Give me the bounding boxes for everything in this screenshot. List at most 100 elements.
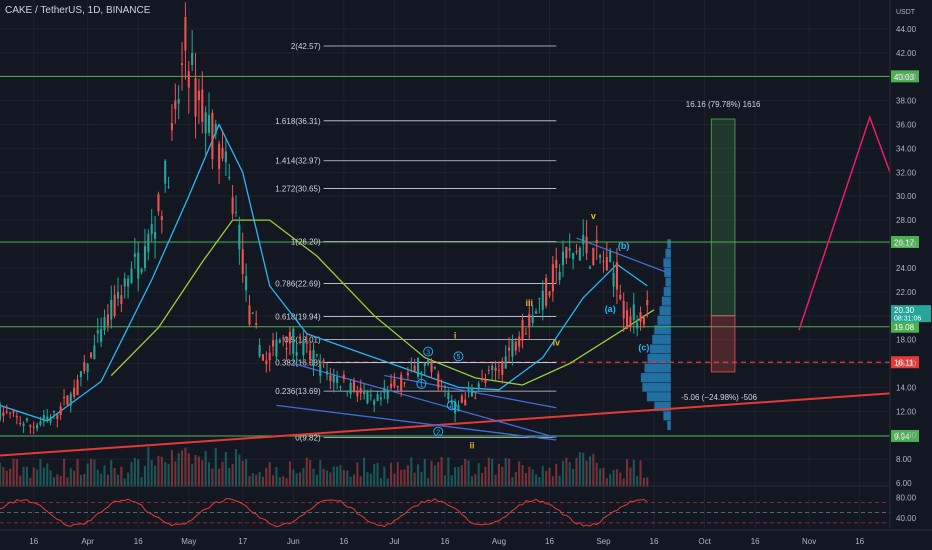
volume-bar — [504, 458, 507, 487]
candle-body — [541, 290, 544, 310]
candle-body — [494, 367, 497, 371]
candle-body — [123, 278, 126, 287]
time-tick-label: 17 — [238, 537, 247, 546]
volume-bar — [568, 462, 571, 487]
wave-label: iii — [526, 298, 534, 308]
candle-body — [329, 375, 332, 381]
candle-body — [575, 251, 578, 253]
wave-circle — [416, 378, 427, 389]
price-tick-label: 18.00 — [896, 336, 917, 345]
candle-body — [147, 233, 150, 252]
candle-body — [59, 406, 62, 416]
volume-bar — [534, 474, 538, 487]
volume-bar — [342, 470, 345, 487]
wave-label: 2 — [436, 429, 440, 436]
volume-bar — [312, 468, 315, 487]
candle-body — [295, 352, 298, 356]
candle-body — [197, 90, 200, 101]
candle-body — [93, 345, 96, 360]
candle-body — [497, 369, 500, 371]
candle-body — [22, 423, 25, 426]
candle-body — [332, 374, 335, 383]
volume-bar — [224, 451, 227, 487]
trend-line — [576, 237, 672, 275]
candle-body — [460, 395, 463, 403]
candle-body — [130, 268, 133, 283]
time-tick-label: Nov — [802, 537, 816, 546]
candle-body — [228, 176, 231, 179]
candle-body — [133, 253, 136, 257]
candle-body — [2, 412, 5, 416]
volume-bar — [642, 477, 645, 487]
candle-body — [15, 416, 18, 418]
candle-body — [359, 387, 362, 394]
volume-bar — [255, 474, 258, 487]
volume-bar — [396, 461, 399, 487]
candle-body — [615, 262, 618, 290]
volume-bar — [551, 476, 554, 487]
candle-body — [508, 347, 511, 351]
volume-bar — [538, 477, 541, 487]
candle-body — [477, 383, 480, 390]
volume-bar — [164, 462, 167, 487]
candle-body — [386, 391, 389, 400]
volume-bar — [261, 476, 264, 487]
candle-body — [288, 331, 291, 344]
candle-body — [76, 379, 79, 396]
projection-path — [798, 115, 891, 331]
candle-body — [565, 246, 568, 259]
volume-bar — [22, 466, 25, 487]
candle-body — [373, 400, 376, 405]
price-axis[interactable]: 6.008.0010.0012.0014.0016.0018.0020.0022… — [889, 0, 931, 528]
volume-profile-bar — [657, 315, 671, 325]
volume-bar — [282, 476, 285, 487]
wave-circle — [453, 351, 464, 362]
candle-body — [255, 323, 258, 326]
volume-bar — [437, 462, 440, 487]
fibonacci-levels: 2(42.57) 1.618(36.31) 1.414(32.97) 1.272(30… — [275, 42, 557, 442]
price-tick-label: 32.00 — [896, 168, 917, 177]
candle-body — [356, 391, 359, 397]
volume-bar — [248, 476, 251, 487]
candle-body — [96, 330, 99, 334]
volume-bar — [2, 467, 5, 487]
time-tick-label: 16 — [441, 537, 450, 546]
candle-body — [470, 388, 474, 397]
volume-bar — [191, 463, 194, 487]
volume-bar — [572, 468, 575, 487]
volume-bar — [221, 461, 224, 487]
volume-bar — [241, 460, 244, 487]
candle-body — [194, 78, 197, 117]
candle-body — [66, 395, 69, 405]
volume-bar — [49, 470, 52, 487]
candle-body — [103, 317, 106, 331]
candle-body — [440, 381, 443, 383]
volume-bar — [541, 466, 544, 487]
time-axis[interactable]: 16 Apr 16 May 17 Jun 16 Jul 16 Aug 16 Sep 16 Oct 16 Nov… — [0, 529, 932, 546]
volume-bar — [433, 465, 436, 487]
volume-bar — [494, 474, 497, 487]
volume-bar — [154, 465, 157, 487]
price-tick-label: 28.00 — [896, 216, 917, 225]
volume-bar — [29, 477, 32, 487]
candle-body — [292, 328, 295, 354]
volume-bar — [231, 464, 234, 487]
candle-body — [427, 360, 430, 365]
volume-profile-bar — [640, 373, 671, 383]
volume-bar — [288, 461, 291, 487]
candle-body — [467, 387, 470, 392]
volume-bar — [460, 465, 463, 487]
candle-body — [234, 211, 238, 213]
candle-body — [113, 294, 116, 317]
volume-bar — [275, 467, 278, 487]
candle-body — [646, 300, 649, 306]
volume-bar — [73, 470, 76, 487]
price-axis-unit: USDT — [896, 9, 916, 16]
volume-profile-bar — [663, 411, 671, 421]
volume-bar — [548, 467, 551, 487]
fib-label: 0.382(16.08) — [275, 359, 321, 368]
dashed-level-label: 16.11 — [894, 359, 914, 368]
position-tool[interactable]: 16.16 (79.78%) 1616 -5.06 (−24.98%) -506 — [681, 100, 761, 402]
volume-bar — [305, 457, 308, 487]
